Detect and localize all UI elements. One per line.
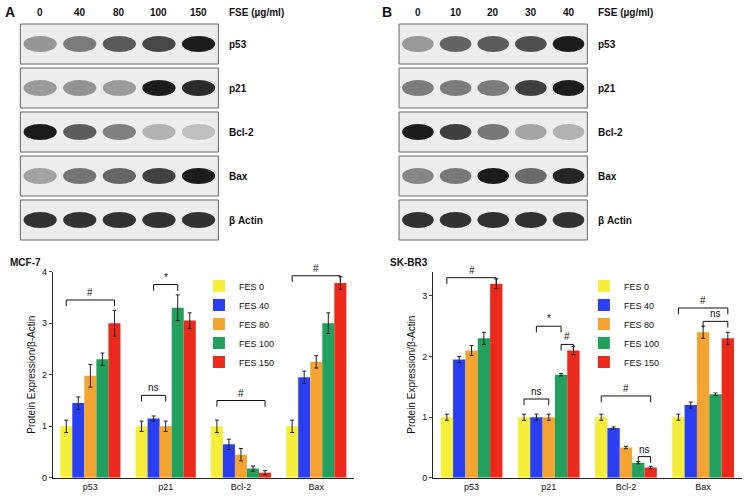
svg-text:FSE (µg/ml): FSE (µg/ml) (598, 7, 653, 18)
svg-text:Bax: Bax (229, 171, 248, 182)
svg-text:3: 3 (422, 291, 427, 301)
svg-text:4: 4 (42, 267, 47, 277)
svg-text:2: 2 (42, 370, 47, 380)
svg-text:FES 100: FES 100 (239, 339, 274, 349)
svg-text:#: # (87, 287, 93, 298)
svg-text:FES 100: FES 100 (624, 339, 659, 349)
svg-text:20: 20 (487, 7, 499, 18)
svg-text:FES 150: FES 150 (239, 358, 274, 368)
svg-text:30: 30 (525, 7, 537, 18)
svg-text:0: 0 (42, 473, 47, 483)
svg-text:#: # (238, 388, 244, 399)
svg-text:Bax: Bax (309, 482, 325, 492)
svg-text:Protein Expression/β-Actin: Protein Expression/β-Actin (26, 316, 37, 434)
svg-text:p53: p53 (83, 482, 98, 492)
svg-text:#: # (564, 331, 570, 342)
svg-text:Bcl-2: Bcl-2 (231, 482, 252, 492)
svg-text:ns: ns (710, 308, 721, 319)
svg-text:p21: p21 (598, 83, 616, 94)
svg-text:β Actin: β Actin (598, 215, 632, 226)
svg-text:100: 100 (150, 7, 167, 18)
svg-text:MCF-7: MCF-7 (10, 257, 41, 268)
svg-text:Bcl-2: Bcl-2 (598, 127, 623, 138)
svg-text:#: # (700, 295, 706, 306)
svg-text:FES 40: FES 40 (624, 301, 654, 311)
svg-text:SK-BR3: SK-BR3 (390, 257, 428, 268)
svg-text:FES 150: FES 150 (624, 358, 659, 368)
svg-text:Bcl-2: Bcl-2 (616, 482, 637, 492)
svg-text:Bax: Bax (695, 482, 711, 492)
svg-text:p21: p21 (541, 482, 556, 492)
svg-text:#: # (469, 265, 475, 276)
svg-text:A: A (5, 4, 15, 20)
svg-text:Bcl-2: Bcl-2 (229, 127, 254, 138)
svg-text:10: 10 (450, 7, 462, 18)
svg-text:FES 0: FES 0 (624, 282, 649, 292)
svg-text:2: 2 (422, 352, 427, 362)
svg-text:Bax: Bax (598, 171, 617, 182)
svg-text:80: 80 (113, 7, 125, 18)
svg-text:40: 40 (74, 7, 86, 18)
svg-text:#: # (623, 383, 629, 394)
svg-text:150: 150 (190, 7, 207, 18)
svg-text:1: 1 (422, 412, 427, 422)
svg-text:ns: ns (531, 386, 542, 397)
svg-text:*: * (547, 313, 551, 324)
svg-text:FES 0: FES 0 (239, 282, 264, 292)
svg-text:p53: p53 (598, 39, 616, 50)
svg-text:#: # (313, 263, 319, 274)
svg-text:3: 3 (42, 318, 47, 328)
svg-text:FES 40: FES 40 (239, 301, 269, 311)
svg-text:FES 80: FES 80 (624, 320, 654, 330)
svg-text:FSE (µg/ml): FSE (µg/ml) (229, 7, 284, 18)
svg-text:p53: p53 (229, 39, 247, 50)
svg-text:0: 0 (422, 473, 427, 483)
svg-text:1: 1 (42, 421, 47, 431)
svg-text:ns: ns (148, 382, 159, 393)
svg-text:FES 80: FES 80 (239, 320, 269, 330)
svg-text:p21: p21 (229, 83, 247, 94)
svg-text:0: 0 (415, 7, 421, 18)
svg-text:*: * (164, 272, 168, 283)
svg-text:p53: p53 (464, 482, 479, 492)
svg-text:0: 0 (37, 7, 43, 18)
svg-text:B: B (382, 4, 392, 20)
svg-text:ns: ns (639, 444, 650, 455)
svg-text:40: 40 (563, 7, 575, 18)
svg-text:β Actin: β Actin (229, 215, 263, 226)
svg-text:Protein Expression/β-Actin: Protein Expression/β-Actin (406, 316, 417, 434)
svg-text:p21: p21 (158, 482, 173, 492)
